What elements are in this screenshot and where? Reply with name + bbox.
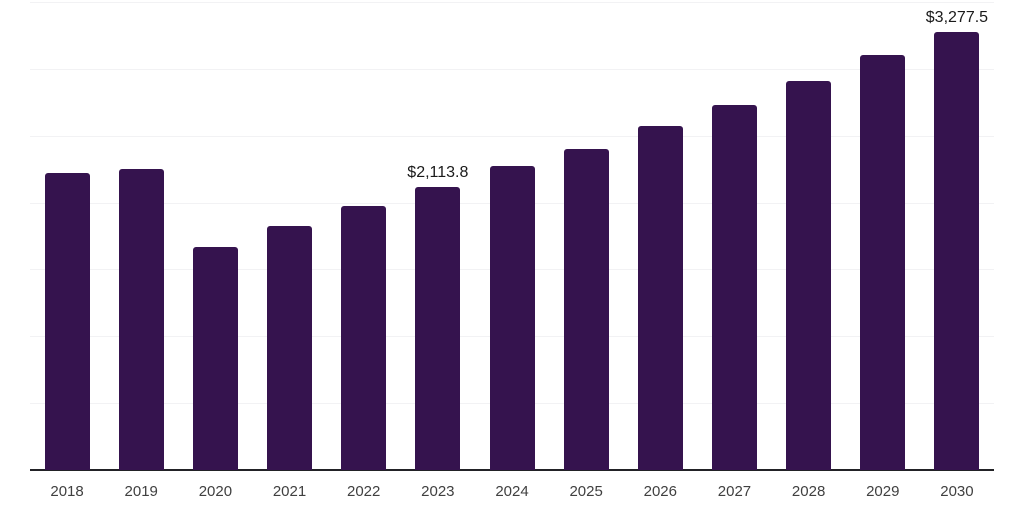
x-tick-label-2022: 2022: [347, 483, 381, 500]
bar-2025[interactable]: [563, 148, 609, 470]
x-tick-label-2029: 2029: [866, 483, 900, 500]
data-label-2023: $2,113.8: [407, 164, 469, 182]
x-axis-line: [30, 469, 994, 471]
x-tick-label-2024: 2024: [495, 483, 529, 500]
bar-2029[interactable]: [860, 54, 906, 470]
x-tick-label-2030: 2030: [940, 483, 974, 500]
x-tick-label-2025: 2025: [569, 483, 603, 500]
x-tick-label-2023: 2023: [421, 483, 455, 500]
x-tick-label-2028: 2028: [791, 483, 826, 500]
x-tick-label-2019: 2019: [124, 483, 158, 500]
bar-2019[interactable]: [118, 169, 164, 470]
x-tick-label-2020: 2020: [198, 483, 233, 500]
bar-2024[interactable]: [489, 165, 535, 470]
bar-2021[interactable]: [267, 225, 313, 470]
x-tick-label-2027: 2027: [717, 483, 752, 500]
bar-2022[interactable]: [341, 206, 387, 470]
x-tick-label-2021: 2021: [272, 483, 307, 500]
bar-2026[interactable]: [637, 125, 683, 470]
bar-2018[interactable]: [44, 172, 90, 470]
bar-2028[interactable]: [786, 80, 832, 470]
bar-2023[interactable]: [415, 187, 461, 470]
bar-2020[interactable]: [192, 246, 238, 470]
gridline-2500: [30, 136, 994, 137]
x-tick-label-2018: 2018: [50, 483, 84, 500]
bar-2030[interactable]: [934, 31, 980, 470]
gridline-3000: [30, 69, 994, 70]
data-label-2030: $3,277.5: [925, 8, 989, 26]
x-tick-label-2026: 2026: [643, 483, 677, 500]
bar-2027[interactable]: [711, 105, 757, 470]
gridline-3500: [30, 2, 994, 3]
